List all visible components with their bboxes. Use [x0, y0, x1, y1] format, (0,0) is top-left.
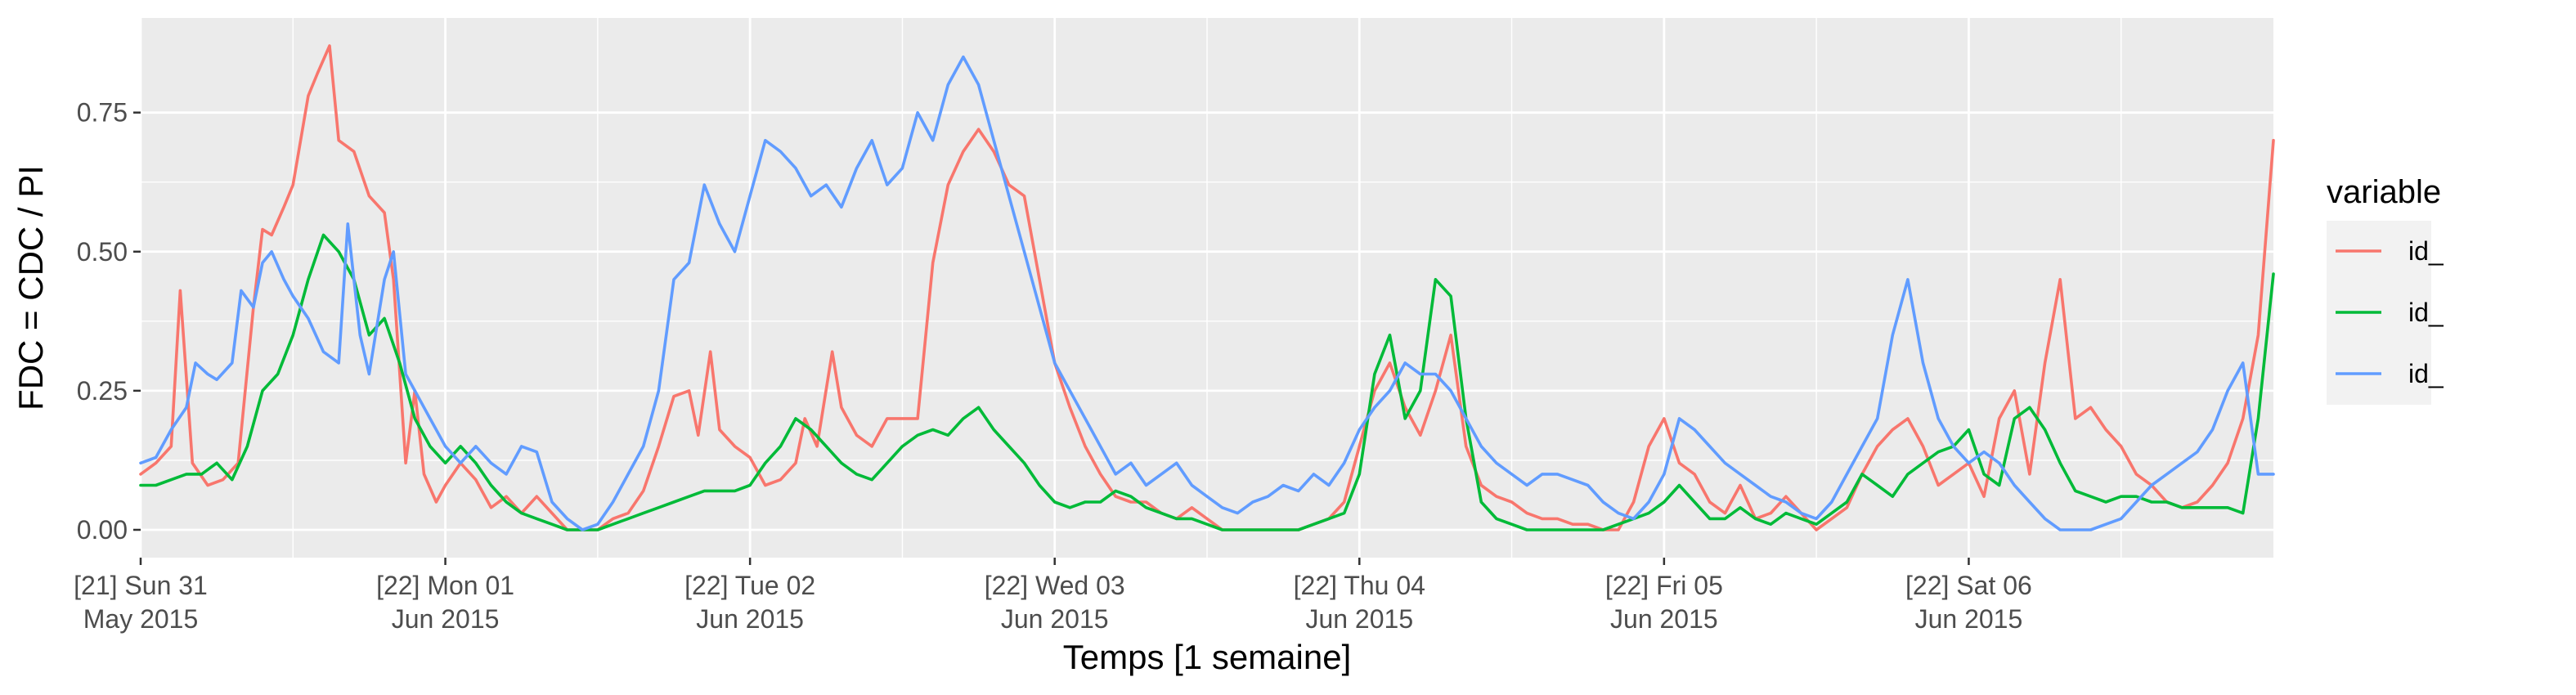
x-tick-label: [21] Sun 31: [74, 571, 208, 600]
x-tick-label: [22] Thu 04: [1294, 571, 1425, 600]
legend-label-3: id_: [2408, 359, 2444, 388]
legend-title: variable: [2327, 174, 2441, 210]
x-tick-label: [22] Mon 01: [376, 571, 514, 600]
series-layer: [139, 44, 2275, 531]
series-line-2: [139, 233, 2275, 531]
series-line-1: [139, 44, 2275, 531]
minor-grid: [141, 18, 2273, 558]
y-axis-title: FDC = CDC / PI: [11, 165, 50, 410]
x-tick-label-date: Jun 2015: [392, 604, 500, 634]
x-tick-label-date: Jun 2015: [1610, 604, 1718, 634]
legend-label-1: id_: [2408, 236, 2444, 266]
y-tick-label: 0.25: [77, 376, 128, 406]
x-tick-label: [22] Tue 02: [684, 571, 815, 600]
x-tick-label-date: Jun 2015: [1001, 604, 1109, 634]
x-tick-label: [22] Wed 03: [985, 571, 1125, 600]
x-tick-label: [22] Fri 05: [1605, 571, 1723, 600]
x-tick-label-date: May 2015: [83, 604, 199, 634]
y-axis: 0.00 0.25 0.50 0.75: [77, 98, 141, 545]
y-tick-label: 0.50: [77, 237, 128, 267]
x-tick-label-date: Jun 2015: [696, 604, 804, 634]
y-tick-label: 0.00: [77, 515, 128, 545]
y-tick-label: 0.75: [77, 98, 128, 128]
x-tick-label: [22] Sat 06: [1905, 571, 2032, 600]
series-line-3: [139, 55, 2275, 531]
legend-label-2: id_: [2408, 298, 2444, 327]
x-tick-label-date: Jun 2015: [1915, 604, 2023, 634]
x-axis-title: Temps [1 semaine]: [1063, 638, 1352, 676]
x-axis: [21] Sun 31 May 2015 [22] Mon 01 Jun 2015 [2…: [74, 558, 2032, 634]
legend: variable id_ id_ id_: [2327, 174, 2444, 405]
x-tick-label-date: Jun 2015: [1305, 604, 1413, 634]
